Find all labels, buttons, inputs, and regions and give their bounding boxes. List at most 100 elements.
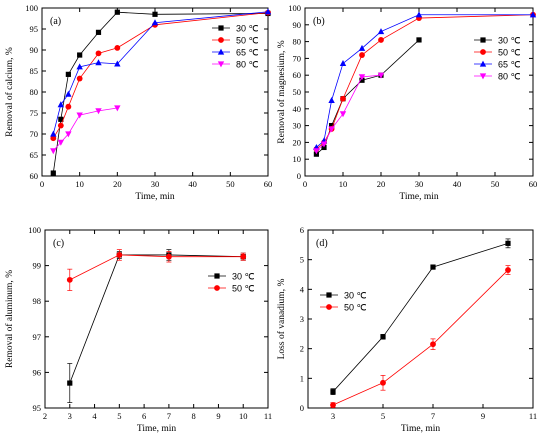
data-point-b-2 (358, 44, 366, 51)
legend-label: 80 ℃ (236, 60, 259, 70)
data-point-a-1 (76, 75, 83, 82)
y-tick-label-a: 80 (30, 87, 39, 97)
x-tick-label-c: 4 (92, 411, 97, 421)
x-tick-label-b: 40 (453, 179, 462, 189)
series-line-c-0 (69, 254, 244, 384)
data-point-b-3 (377, 72, 385, 79)
x-axis-label-d: Time, min (401, 424, 440, 434)
legend-label: 80 ℃ (498, 72, 521, 82)
y-tick-label-b: 80 (293, 37, 302, 47)
data-point-b-3 (313, 148, 320, 155)
y-tick-label-c: 99 (33, 261, 42, 271)
data-point-a-2 (264, 8, 272, 15)
x-tick-label-c: 8 (192, 411, 196, 421)
data-point-d-0 (330, 389, 336, 395)
data-point-a-2 (151, 19, 159, 26)
y-tick-label-d: 5 (300, 255, 304, 265)
data-point-a-3 (65, 131, 72, 138)
data-point-a-2 (95, 59, 102, 66)
legend-marker (218, 25, 224, 31)
x-tick-label-a: 50 (226, 179, 235, 189)
y-tick-label-c: 98 (33, 296, 42, 306)
panel-a-calcium: 0 10 20 30 40 50 60 60 65 70 75 80 85 90 95 100 Time, mi… (4, 3, 272, 202)
y-tick-label-d: 1 (300, 373, 304, 383)
legend-label: 30 ℃ (498, 36, 521, 46)
data-point-a-3 (76, 112, 83, 119)
legend-marker (326, 304, 332, 310)
series-line-d-0 (332, 242, 509, 392)
x-tick-label-a: 40 (188, 179, 197, 189)
data-point-b-1 (378, 37, 384, 43)
data-point-a-2 (65, 90, 72, 97)
panel-b-magnesium: 0 10 20 30 40 50 60 0 10 20 30 40 50 60 70 80 90 100 Time,… (276, 3, 537, 202)
legend-label: 65 ℃ (498, 60, 521, 70)
x-tick-label-a: 10 (75, 179, 84, 189)
y-tick-label-d: 3 (300, 314, 304, 324)
y-axis-label-b: Removal of magnesium, % (276, 40, 287, 144)
legend-marker (214, 285, 220, 291)
data-point-a-3 (57, 139, 65, 146)
legend-marker (217, 48, 225, 55)
x-tick-label-c: 10 (239, 411, 248, 421)
series-line-a-1 (52, 12, 269, 139)
data-point-c-1 (240, 253, 247, 260)
legend-marker (479, 60, 487, 67)
data-point-b-3 (339, 111, 347, 118)
x-axis-label-a: Time, min (135, 192, 174, 202)
x-tick-label-c: 5 (117, 411, 121, 421)
x-tick-label-d: 11 (529, 411, 537, 421)
y-tick-label-c: 95 (33, 403, 42, 413)
y-axis-label-d: Loss of vanadium, % (276, 279, 287, 360)
data-point-b-1 (340, 95, 346, 102)
y-tick-label-d: 6 (300, 225, 304, 235)
series-line-a-0 (52, 11, 269, 174)
legend-marker (217, 61, 225, 68)
y-tick-label-a: 65 (30, 150, 39, 160)
panel-label-d: (d) (316, 238, 328, 249)
x-axis-label-b: Time, min (399, 192, 438, 202)
y-tick-label-c: 97 (33, 332, 42, 342)
data-point-a-1 (114, 45, 121, 51)
y-tick-label-a: 85 (30, 66, 39, 76)
y-tick-label-d: 2 (300, 344, 304, 354)
data-point-a-0 (95, 29, 102, 35)
legend-marker (218, 37, 224, 43)
plot-frame-b (304, 7, 534, 177)
data-point-b-0 (416, 37, 422, 43)
plot-frame-d (307, 229, 534, 409)
panel-d-vanadium: 3 5 7 9 11 0 1 2 3 4 5 6 Time, min Loss of vanadium, … (276, 225, 537, 434)
x-tick-label-d: 9 (481, 411, 485, 421)
series-line-b-0 (316, 39, 420, 155)
y-tick-label-b: 20 (293, 137, 302, 147)
legend-marker (480, 49, 486, 55)
y-tick-label-b: 90 (293, 20, 302, 30)
x-tick-label-c: 7 (167, 411, 171, 421)
y-tick-label-d: 0 (300, 403, 304, 413)
legend-marker (480, 37, 486, 43)
y-tick-label-b: 30 (293, 121, 302, 131)
data-point-c-0 (67, 380, 73, 386)
panel-c-aluminum: 2 3 4 5 6 7 8 9 10 11 95 96 97 98 99 100 Time, min Remova… (4, 225, 272, 434)
legend-label: 65 ℃ (236, 48, 259, 58)
data-point-a-1 (57, 122, 64, 129)
legend-label: 30 ℃ (344, 291, 367, 301)
data-point-a-0 (77, 52, 83, 58)
data-point-b-1 (359, 52, 365, 58)
data-point-b-3 (358, 74, 366, 81)
x-tick-label-c: 2 (43, 411, 47, 421)
legend-label: 50 ℃ (498, 48, 521, 58)
x-tick-label-a: 0 (40, 179, 44, 189)
data-point-a-3 (50, 148, 57, 155)
legend-label: 30 ℃ (232, 272, 255, 282)
legend-marker (214, 273, 220, 279)
x-tick-label-c: 9 (216, 411, 220, 421)
data-point-b-2 (415, 11, 423, 18)
series-line-d-1 (332, 269, 509, 406)
plot-frame-c (44, 229, 269, 409)
y-tick-label-c: 100 (28, 225, 41, 235)
y-tick-label-b: 100 (288, 3, 301, 13)
panel-label-a: (a) (50, 16, 61, 27)
panel-label-c: (c) (53, 238, 64, 249)
x-tick-label-b: 0 (303, 179, 307, 189)
data-point-a-1 (95, 50, 102, 57)
